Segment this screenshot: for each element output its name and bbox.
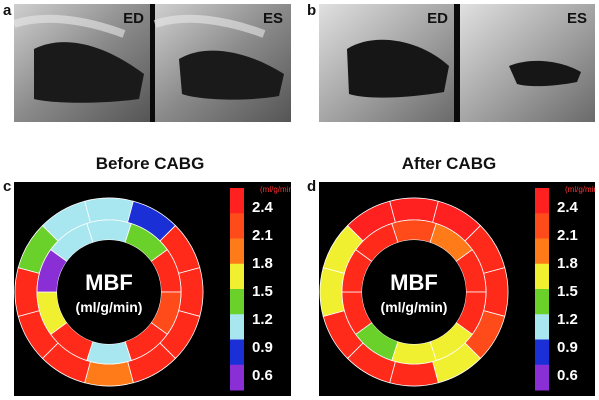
colorbar-tick-after-5: 1.2 <box>557 311 578 328</box>
inner-segment-after-1 <box>391 219 437 244</box>
colorbar-tick-before-7: 0.6 <box>252 367 273 384</box>
colorbar-tick-before-1: 2.4 <box>252 199 274 216</box>
colorbar-swatch-before-1 <box>230 188 244 214</box>
frame-label-b-ed: ED <box>427 10 448 27</box>
colorbar-swatch-before-4 <box>230 263 244 290</box>
title-after-cabg: After CABG <box>401 154 497 173</box>
panel-label-d: d <box>307 178 317 195</box>
angiogram-panel-a: ED ES <box>14 4 291 122</box>
outer-segment-before-1 <box>84 197 134 223</box>
colorbar-unit-after: (ml/g/min) <box>565 185 595 194</box>
bullseye-panel-after: MBF (ml/g/min) (ml/g/min) 2.4 2.1 1.8 1.5 1.2 0.… <box>319 182 595 396</box>
outer-segment-before-4 <box>178 267 204 317</box>
outer-segment-before-7 <box>84 361 134 387</box>
colorbar-swatch-before-7 <box>230 339 244 366</box>
outer-segment-after-4 <box>483 267 509 317</box>
colorbar-swatch-before-3 <box>230 238 244 265</box>
colorbar-tick-before-3: 1.8 <box>252 255 273 272</box>
colorbar-tick-before-2: 2.1 <box>252 227 273 244</box>
colorbar-tick-after-3: 1.8 <box>557 255 578 272</box>
colorbar-tick-before-5: 1.2 <box>252 311 273 328</box>
colorbar-swatch-after-4 <box>535 263 549 290</box>
panel-label-c: c <box>3 178 12 195</box>
panel-label-a: a <box>3 2 12 19</box>
bullseye-center-before <box>57 240 161 344</box>
colorbar-swatch-after-2 <box>535 213 549 239</box>
colorbar-tick-after-2: 2.1 <box>557 227 578 244</box>
colorbar-tick-after-7: 0.6 <box>557 367 578 384</box>
bullseye-chart-after: MBF (ml/g/min) (ml/g/min) 2.4 2.1 1.8 1.5 1.2 0.… <box>319 185 595 391</box>
colorbar-unit-before: (ml/g/min) <box>260 185 291 194</box>
colorbar-tick-before-6: 0.9 <box>252 339 273 356</box>
colorbar-swatch-before-5 <box>230 289 244 315</box>
angiogram-image-b <box>319 4 595 122</box>
outer-segment-after-1 <box>389 197 439 223</box>
colorbar-swatch-after-1 <box>535 188 549 214</box>
frame-label-a-ed: ED <box>123 10 144 27</box>
colorbar-tick-after-4: 1.5 <box>557 283 578 300</box>
outer-segment-before-10 <box>14 267 40 317</box>
colorbar-swatch-after-5 <box>535 289 549 315</box>
colorbar-tick-after-1: 2.4 <box>557 199 579 216</box>
inner-segment-after-6 <box>391 340 437 365</box>
colorbar-swatch-after-7 <box>535 339 549 366</box>
panel-label-b: b <box>307 2 317 19</box>
frame-label-a-es: ES <box>262 10 283 27</box>
colorbar-swatch-before-8 <box>230 364 244 391</box>
colorbar-swatch-after-3 <box>535 238 549 265</box>
center-label-unit-before: (ml/g/min) <box>76 299 143 315</box>
center-label-mbf-before: MBF <box>85 270 133 295</box>
inner-segment-before-1 <box>86 219 132 244</box>
frame-label-b-es: ES <box>566 10 587 27</box>
colorbar-tick-after-6: 0.9 <box>557 339 578 356</box>
center-label-mbf-after: MBF <box>390 270 438 295</box>
bullseye-center-after <box>362 240 466 344</box>
angiogram-image-a-left <box>14 4 291 122</box>
bullseye-panel-before: MBF (ml/g/min) (ml/g/min) 2.4 2.1 1.8 1.5 1.2 0.… <box>14 182 291 396</box>
colorbar-swatch-after-6 <box>535 314 549 340</box>
inner-segment-before-6 <box>86 340 132 365</box>
colorbar-swatch-before-2 <box>230 213 244 239</box>
outer-segment-after-7 <box>389 361 439 387</box>
colorbar-swatch-after-8 <box>535 364 549 391</box>
bullseye-chart-before: MBF (ml/g/min) (ml/g/min) 2.4 2.1 1.8 1.5 1.2 0.… <box>14 185 291 391</box>
angiogram-panel-b: ED ES <box>319 4 595 122</box>
title-before-cabg: Before CABG <box>95 154 205 173</box>
center-label-unit-after: (ml/g/min) <box>381 299 448 315</box>
colorbar-tick-before-4: 1.5 <box>252 283 273 300</box>
outer-segment-after-10 <box>319 267 345 317</box>
colorbar-swatch-before-6 <box>230 314 244 340</box>
